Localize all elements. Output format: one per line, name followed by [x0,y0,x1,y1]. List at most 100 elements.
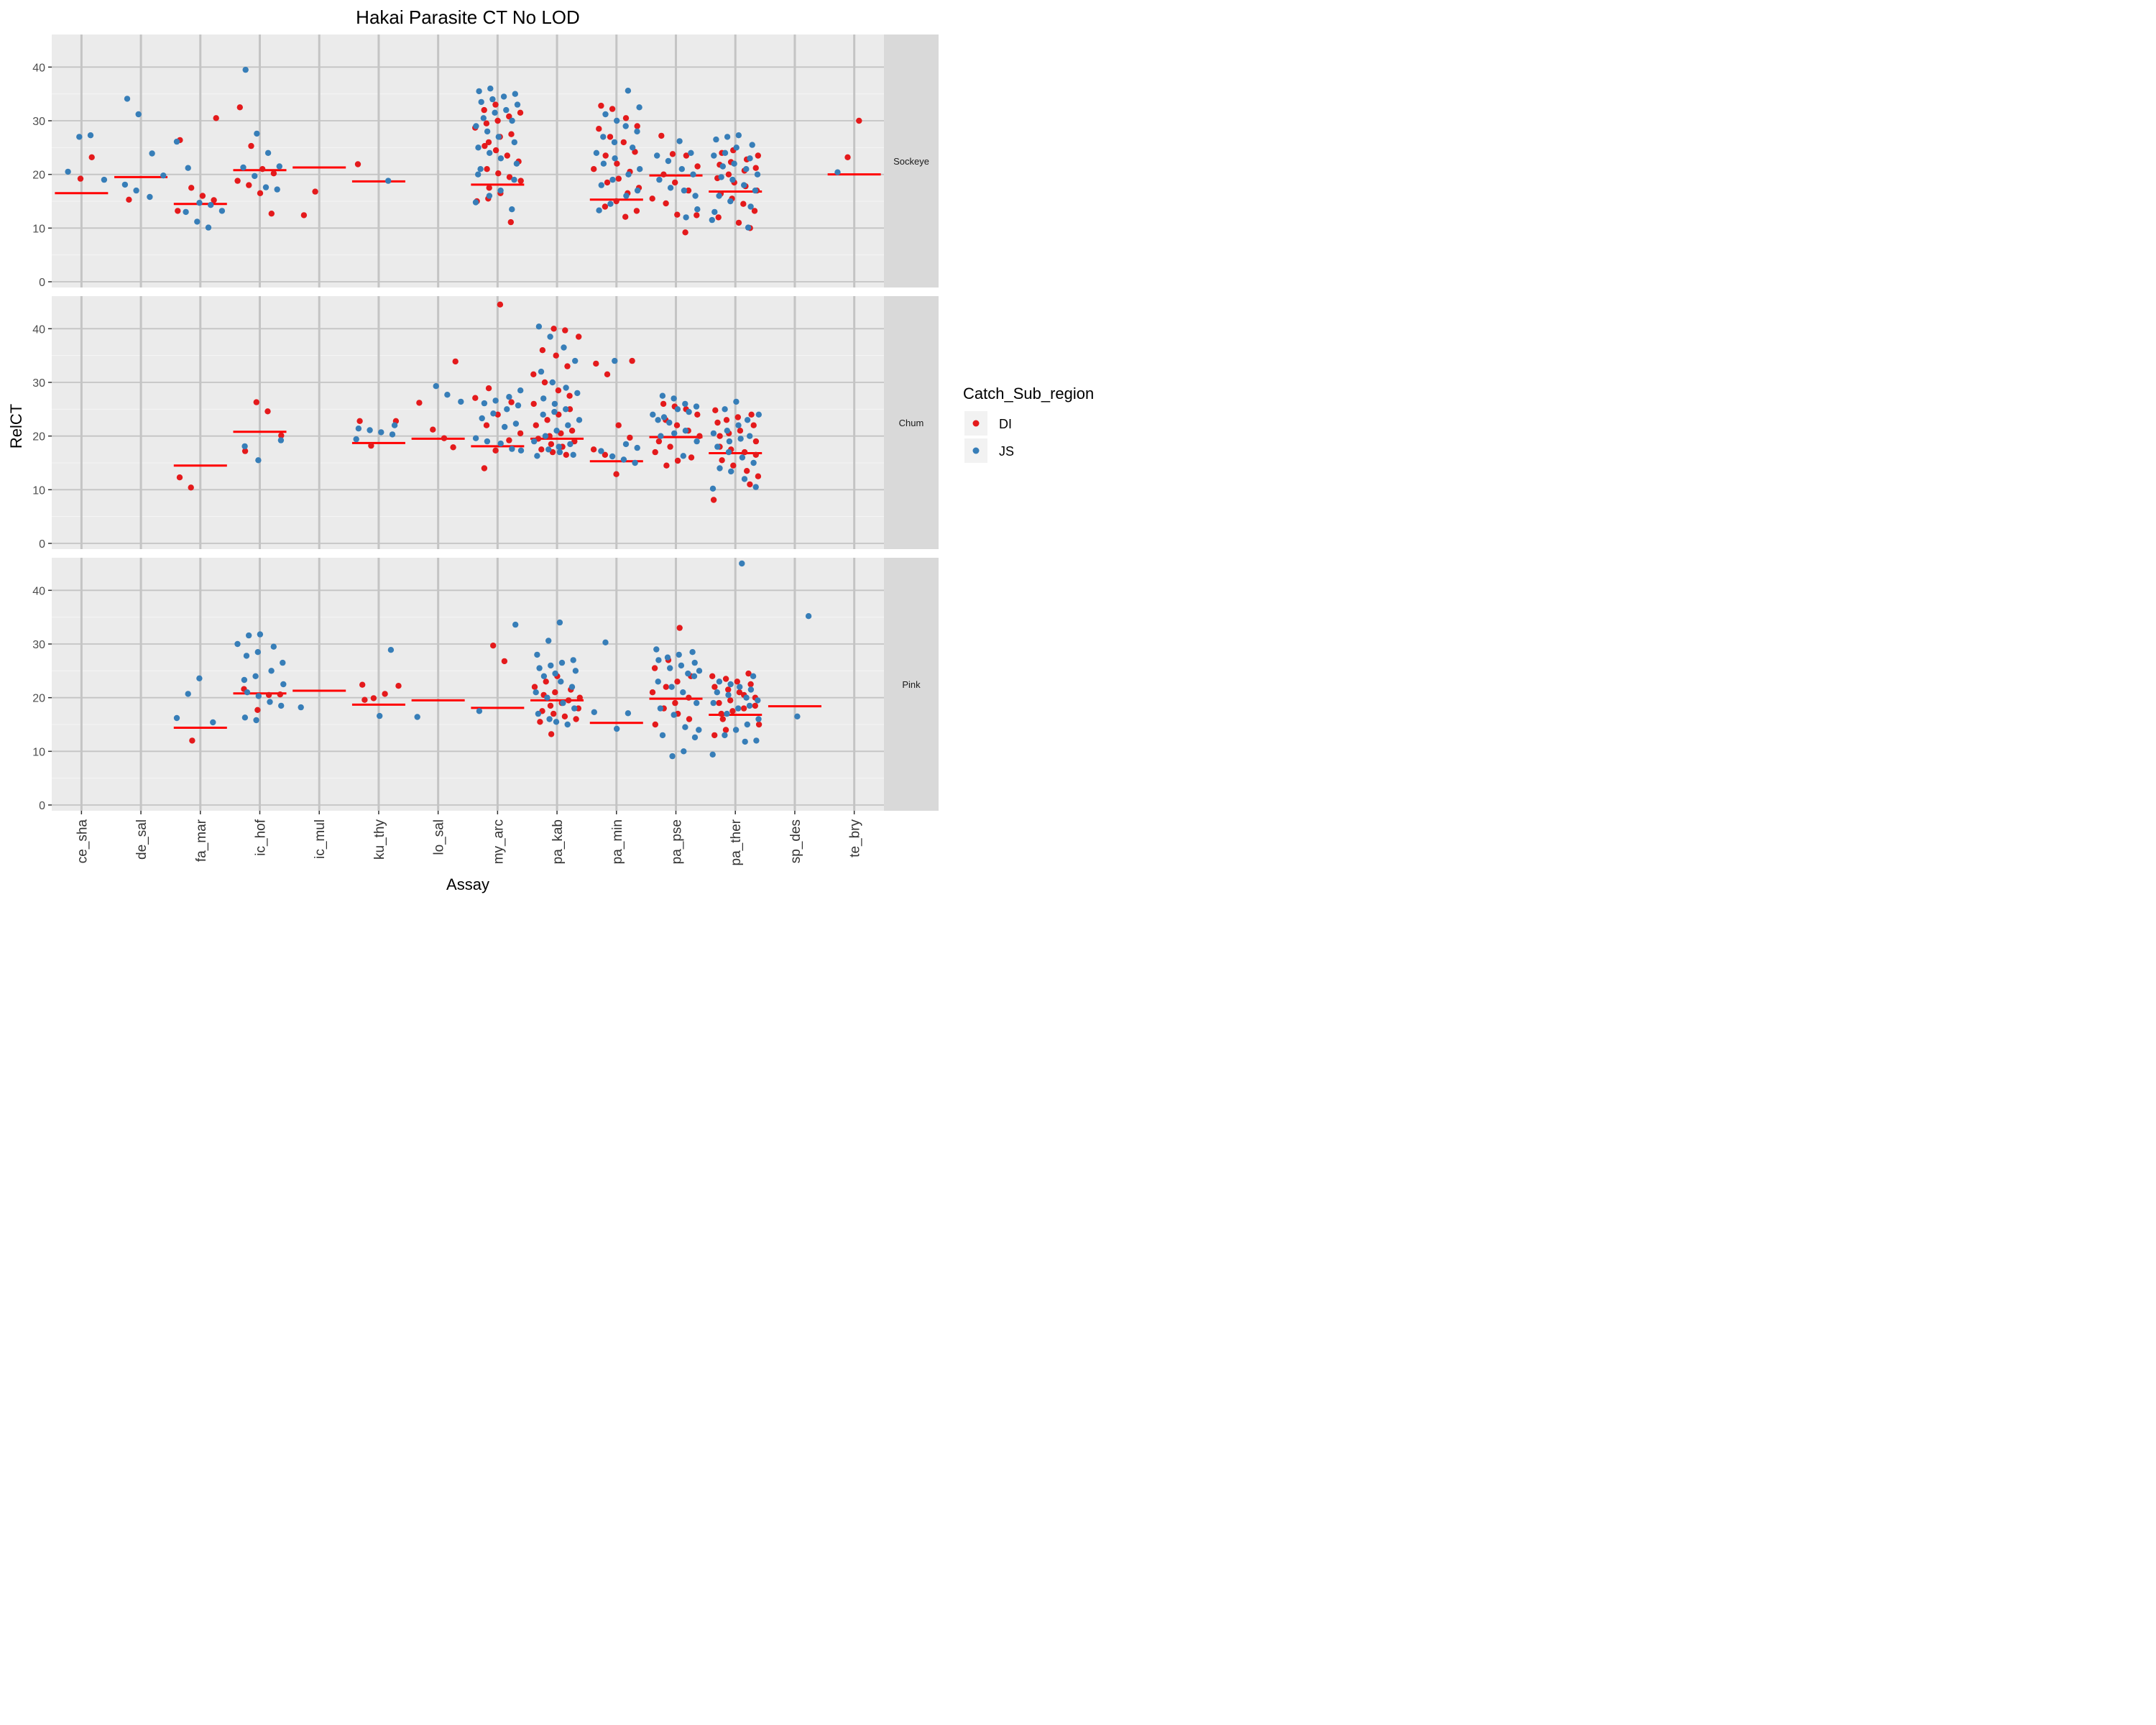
point-js-pa_ther [711,208,718,216]
point-di-pa_ther [716,699,722,707]
facet-strip-label: Sockeye [893,156,929,167]
point-js-pa_min [596,207,602,213]
point-js-pa_pse [681,187,688,194]
point-js-pa_pse [692,193,699,199]
point-js-pa_kab [556,619,563,626]
point-js-pa_min [632,459,638,466]
point-di-pa_pse [694,163,701,170]
point-di-pa_kab [541,379,548,386]
point-di-ic_hof [259,166,266,172]
point-di-pa_kab [555,387,562,394]
point-di-pa_pse [658,132,665,139]
point-di-pa_ther [752,451,760,458]
point-di-ku_thy [361,696,368,703]
point-js-pa_ther [718,174,724,180]
point-di-ic_hof [265,691,272,699]
point-js-my_arc [472,199,479,206]
point-di-lo_sal [441,435,448,441]
point-js-pa_ther [749,142,755,148]
point-js-pa_min [623,193,630,199]
point-js-pa_min [600,134,607,140]
panel-sockeye: 0 10 20 30 40 Sockeye [32,34,939,289]
point-di-pa_ther [736,689,743,696]
point-di-te_bry [844,154,851,160]
legend-key-di [972,420,980,427]
point-js-my_arc [497,187,504,194]
point-di-pa_kab [550,710,557,717]
point-js-pa_kab [561,344,567,351]
point-js-my_arc [497,155,505,162]
point-di-pa_ther [717,433,723,439]
point-js-ic_hof [264,150,272,156]
point-js-ic_hof [254,649,261,656]
point-di-pa_min [615,422,622,428]
point-di-pa_kab [566,392,573,399]
point-di-pa_min [614,160,620,167]
legend-label-js: JS [999,444,1014,459]
point-js-pa_kab [558,678,564,685]
point-di-my_arc [494,117,501,124]
point-js-pa_min [593,150,600,156]
point-di-pa_min [607,134,614,140]
point-js-fa_mar [194,218,201,225]
chart-root: Hakai Parasite CT No LOD 0 10 20 30 40 Sockey… [0,0,1121,897]
x-tick-label-pa_ther: pa_ther [729,819,744,865]
point-di-de_sal [126,196,132,203]
point-di-pa_pse [663,462,670,469]
point-js-pa_ther [719,163,726,170]
x-tick-label-ic_mul: ic_mul [313,819,328,859]
point-js-ic_mul [298,704,304,711]
point-js-pa_pse [655,417,661,423]
point-di-ku_thy [368,442,374,449]
point-js-pa_pse [656,176,663,183]
point-di-pa_min [613,471,619,477]
point-di-pa_pse [663,684,669,690]
point-js-pa_kab [535,323,543,330]
point-js-pa_kab [558,659,566,666]
point-js-ku_thy [387,647,395,653]
point-js-ic_hof [246,632,252,639]
point-js-pa_ther [710,699,717,707]
point-js-my_arc [511,176,517,183]
point-js-pa_kab [567,441,573,448]
facet-strip [884,296,939,549]
point-di-pa_kab [533,422,539,428]
legend-title: Catch_Sub_region [963,385,1094,402]
point-js-pa_ther [724,428,730,434]
panels-layer: 0 10 20 30 40 Sockeye 0 10 20 30 40 Chum 0 10 20 30 40 Pi… [32,34,939,812]
point-di-fa_mar [188,484,194,491]
point-js-my_arc [513,160,520,167]
point-js-pa_ther [735,422,742,428]
point-di-pa_kab [566,406,573,413]
point-js-my_arc [484,438,491,445]
point-di-pa_ther [735,219,742,226]
point-js-pa_pse [681,748,687,755]
point-js-de_sal [160,172,167,179]
point-js-pa_kab [534,453,540,459]
point-js-pa_ther [709,485,717,492]
facet-strip [884,34,939,288]
point-js-pa_ther [735,132,742,139]
point-js-my_arc [511,139,517,146]
point-js-my_arc [504,406,510,413]
point-js-pa_pse [691,659,698,666]
point-js-pa_pse [682,724,688,730]
y-tick-label: 10 [32,223,45,235]
point-js-pa_pse [658,433,664,439]
point-di-pa_kab [564,363,571,369]
point-di-my_arc [497,301,504,308]
point-js-pa_pse [696,727,702,733]
point-js-pa_pse [666,419,673,426]
point-di-ic_hof [254,707,261,713]
point-js-de_sal [147,193,153,201]
point-js-fa_mar [173,714,180,722]
point-di-pa_ther [747,681,754,688]
point-js-ic_hof [242,66,249,73]
x-tick-label-pa_kab: pa_kab [550,819,566,864]
point-js-pa_ther [744,417,751,423]
point-di-pa_ther [755,721,763,728]
point-js-pa_pse [667,665,673,671]
point-js-pa_ther [731,160,737,167]
point-js-fa_mar [183,208,189,216]
point-js-fa_mar [196,200,203,206]
